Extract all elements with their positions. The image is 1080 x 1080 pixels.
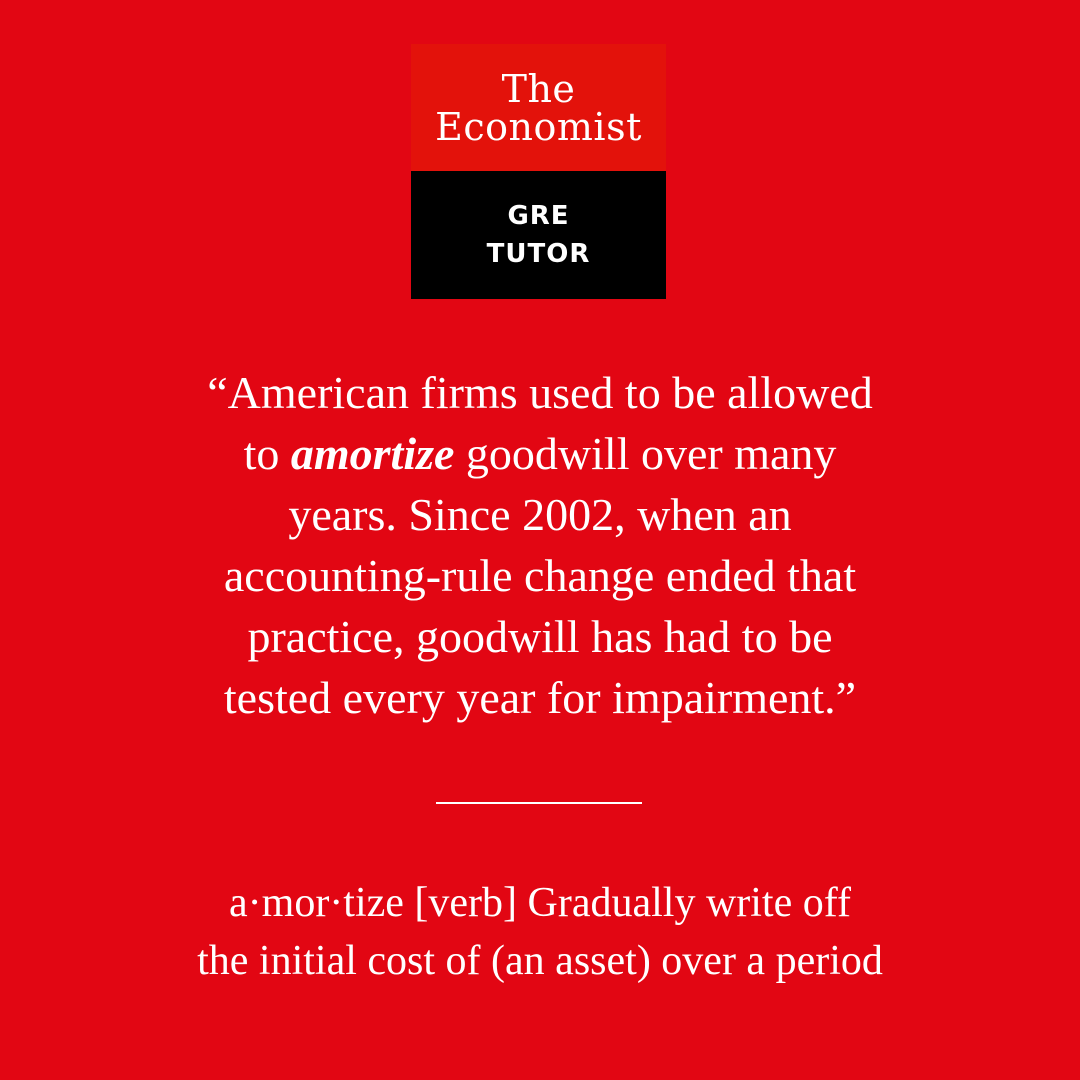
quote-line: years. Since 2002, when an	[288, 489, 792, 540]
definition-line: a·mor·tize [verb] Gradually write off	[229, 880, 851, 926]
logo-subtitle-line-2: TUTOR	[486, 239, 591, 269]
economist-gre-tutor-logo: The Economist GRE TUTOR	[411, 44, 666, 299]
logo-brand-line-1: The	[501, 66, 576, 111]
logo-subtitle-block: GRE TUTOR	[411, 171, 666, 299]
logo-subtitle-line-1: GRE	[507, 201, 570, 231]
example-quote: “American firms used to be allowed to am…	[60, 362, 1020, 728]
quote-text-after-keyword: goodwill over many	[454, 428, 837, 479]
quote-line: practice, goodwill has had to be	[247, 611, 833, 662]
vocabulary-keyword: amortize	[290, 428, 455, 479]
definition-line: the initial cost of (an asset) over a pe…	[197, 938, 883, 984]
logo-brand-line-2: Economist	[435, 104, 642, 149]
quote-line: accounting-rule change ended that	[223, 550, 857, 601]
word-definition: a·mor·tize [verb] Gradually write off th…	[60, 874, 1020, 990]
quote-line: “American firms used to be allowed	[207, 367, 873, 418]
section-divider	[436, 802, 642, 804]
quote-text-before-keyword: to	[243, 428, 291, 479]
quote-line: tested every year for impairment.”	[223, 672, 857, 723]
quote-line-with-keyword: to amortize goodwill over many	[60, 423, 1020, 484]
logo-brand-block: The Economist	[411, 44, 666, 171]
